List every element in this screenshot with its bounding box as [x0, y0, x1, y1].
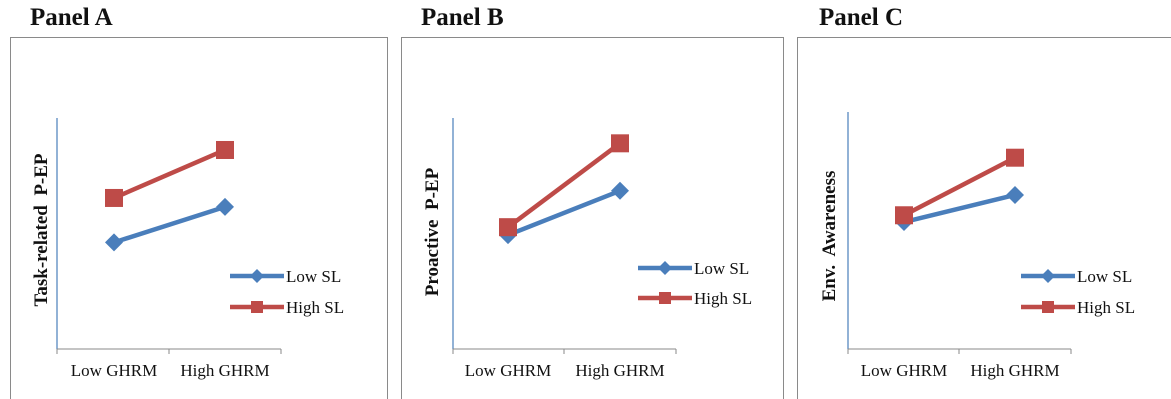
diamond-data-point: [216, 197, 234, 216]
legend-diamond-marker: [1041, 269, 1055, 283]
square-data-point: [1006, 148, 1024, 167]
square-data-point: [216, 140, 234, 159]
panel-c-x-tick-label: Low GHRM: [861, 361, 947, 380]
legend-label-low-sl: Low SL: [694, 259, 749, 278]
legend-label-high-sl: High SL: [286, 298, 344, 317]
panel-b-title: Panel B: [421, 4, 504, 31]
diamond-data-point: [105, 233, 123, 252]
panel-c-legend: Low SL High SL: [1021, 267, 1135, 317]
panel-c-y-label: Env. Awareness: [819, 171, 840, 302]
panel-b: Low GHRM High GHRM Proactive P-EP Low SL…: [422, 118, 752, 380]
panel-c-frame: [797, 37, 1171, 399]
panel-b-frame: [401, 37, 784, 399]
series-line-high-sl: [113, 147, 226, 201]
panel-c-title: Panel C: [819, 4, 904, 31]
legend-label-high-sl: High SL: [694, 289, 752, 308]
square-data-point: [499, 218, 517, 237]
legend-square-marker: [1042, 301, 1054, 313]
legend-label-low-sl: Low SL: [286, 267, 341, 286]
panel-c-x-tick-label: High GHRM: [970, 361, 1059, 380]
legend-diamond-marker: [250, 269, 264, 283]
series-line-high-sl: [902, 155, 1017, 218]
panel-c: Low GHRM High GHRM Env. Awareness Low SL…: [819, 112, 1135, 380]
panel-b-legend: Low SL High SL: [638, 259, 752, 308]
panel-b-series: [499, 134, 629, 245]
series-line-high-sl: [506, 141, 622, 229]
diamond-data-point: [611, 181, 629, 200]
diamond-data-point: [1006, 185, 1024, 204]
panel-a-frame: [10, 37, 388, 399]
legend-diamond-marker: [658, 261, 672, 275]
legend-label-low-sl: Low SL: [1077, 267, 1132, 286]
panel-a-y-label: Task-related P-EP: [31, 153, 52, 306]
series-line-low-sl: [903, 192, 1016, 225]
panel-a-title: Panel A: [30, 4, 113, 31]
square-data-point: [611, 134, 629, 153]
series-line-low-sl: [507, 188, 621, 238]
panel-a-legend: Low SL High SL: [230, 267, 344, 317]
panel-a-x-tick-label: Low GHRM: [71, 361, 157, 380]
square-data-point: [895, 206, 913, 225]
legend-square-marker: [251, 301, 263, 313]
legend-square-marker: [659, 292, 671, 304]
panel-b-y-label: Proactive P-EP: [422, 167, 443, 296]
square-data-point: [105, 188, 123, 207]
panel-c-series: [895, 148, 1024, 232]
panel-b-x-tick-label: Low GHRM: [465, 361, 551, 380]
panel-a: Low GHRM High GHRM Task-related P-EP Low…: [31, 118, 344, 380]
panel-a-x-tick-label: High GHRM: [180, 361, 269, 380]
panel-b-x-tick-label: High GHRM: [575, 361, 664, 380]
series-line-low-sl: [113, 204, 226, 245]
legend-label-high-sl: High SL: [1077, 298, 1135, 317]
panel-a-series: [105, 140, 234, 252]
